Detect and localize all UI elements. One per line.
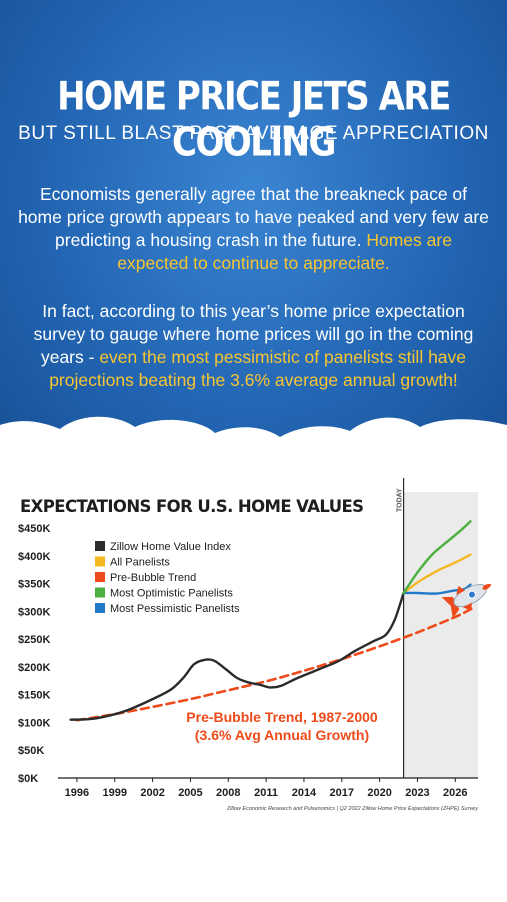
series-line-pre-bubble-trend (75, 607, 473, 722)
hero-banner (0, 0, 507, 470)
intro-text: Economists generally agree that the brea… (18, 184, 489, 250)
series-line-most-pessimistic-panelists (402, 583, 472, 595)
x-tick-label: 1999 (103, 787, 127, 799)
page-title: HOME PRICE JETS ARE COOLING (57, 74, 451, 166)
survey-text: In fact, according to this year’s home p… (33, 301, 474, 367)
series-line-zillow-home-value-index (69, 591, 405, 721)
y-tick-label: $350K (18, 579, 50, 591)
x-tick-label: 2023 (405, 787, 429, 799)
series-line-all-panelists (402, 553, 472, 595)
home-values-chart: TODAY EXPECTATIONS FOR U.S. HOME VALUES $0… (18, 478, 492, 812)
x-tick-label: 2014 (292, 787, 317, 799)
x-tick-label: 2008 (216, 787, 240, 799)
x-tick-label: 1996 (65, 787, 89, 799)
chart-title: EXPECTATIONS FOR U.S. HOME VALUES (20, 497, 363, 516)
legend-swatch (95, 541, 105, 551)
legend-label: Most Optimistic Panelists (110, 588, 233, 600)
legend-swatch (95, 556, 105, 567)
legend-swatch (95, 603, 105, 613)
source-note: Zillow Economic Research and Pulsenomics… (226, 806, 479, 812)
legend-label: Zillow Home Value Index (110, 541, 231, 553)
legend-label: Most Pessimistic Panelists (110, 603, 240, 615)
rocket-fin (462, 602, 472, 611)
today-label: TODAY (397, 488, 404, 512)
y-tick-label: $50K (18, 745, 44, 757)
x-tick-label: 2005 (178, 787, 202, 799)
y-tick-label: $300K (18, 606, 50, 618)
y-tick-label: $100K (18, 717, 50, 729)
x-tick-label: 2002 (140, 787, 164, 799)
series-line-most-optimistic-panelists (402, 520, 472, 595)
y-tick-label: $450K (18, 523, 50, 535)
intro-highlight: Homes are expected to continue to apprec… (117, 230, 452, 273)
trend-annotation: Pre-Bubble Trend, 1987-2000 (186, 709, 378, 725)
x-tick-label: 2017 (330, 787, 354, 799)
x-tick-label: 2020 (367, 787, 391, 799)
cloud-divider (0, 416, 507, 485)
y-tick-label: $400K (18, 551, 50, 563)
y-tick-label: $0K (18, 773, 38, 785)
legend-label: All Panelists (110, 557, 170, 569)
survey-paragraph: In fact, according to this year’s home p… (18, 300, 489, 392)
x-tick-label: 2026 (443, 787, 467, 799)
y-tick-label: $250K (18, 634, 50, 646)
trend-annotation-sub: (3.6% Avg Annual Growth) (195, 727, 369, 743)
rocket-nose (482, 584, 492, 590)
survey-highlight: even the most pessimistic of panelists s… (49, 347, 467, 390)
legend-swatch (95, 587, 105, 598)
page-subtitle: BUT STILL BLAST PAST AVERAGE APPRECIATIO… (18, 123, 489, 144)
legend-swatch (95, 572, 105, 582)
rocket-icon (441, 584, 492, 619)
rocket-window (467, 590, 476, 599)
rocket-fin (456, 586, 466, 596)
forecast-shading (403, 492, 478, 778)
y-tick-label: $150K (18, 690, 50, 702)
intro-paragraph: Economists generally agree that the brea… (18, 183, 489, 275)
legend-label: Pre-Bubble Trend (110, 572, 196, 584)
x-tick-label: 2011 (254, 787, 278, 799)
y-tick-label: $200K (18, 662, 50, 674)
